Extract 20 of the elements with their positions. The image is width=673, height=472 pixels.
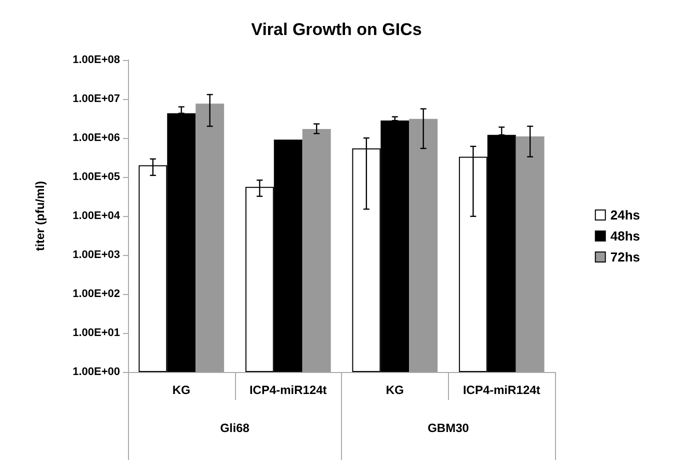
- legend-label: 48hs: [610, 228, 640, 244]
- y-tick-label: 1.00E+07: [72, 93, 120, 105]
- x-tick-label: KG: [172, 383, 190, 397]
- chart-title: Viral Growth on GICs: [251, 20, 422, 39]
- y-tick-label: 1.00E+01: [72, 327, 120, 339]
- y-tick-label: 1.00E+03: [72, 249, 120, 261]
- y-axis-title: titer (pfu/ml): [33, 181, 47, 251]
- text: Gli68: [220, 421, 250, 435]
- x-tick-label: ICP4-miR124t: [249, 383, 327, 397]
- legend-label: 24hs: [610, 208, 640, 222]
- y-tick-label: 1.00E+05: [72, 171, 120, 183]
- y-tick-label: 1.00E+00: [72, 366, 120, 378]
- y-tick-label: 1.00E+08: [72, 54, 120, 66]
- y-tick-label: 1.00E+04: [72, 210, 121, 222]
- text: GBM30: [428, 421, 470, 435]
- x-tick-label: ICP4-miR124t: [462, 383, 540, 397]
- x-tick-label: KG: [386, 383, 404, 397]
- y-tick-label: 1.00E+06: [72, 132, 120, 144]
- legend-label: 72hs: [610, 250, 640, 264]
- y-tick-label: 1.00E+02: [72, 288, 120, 300]
